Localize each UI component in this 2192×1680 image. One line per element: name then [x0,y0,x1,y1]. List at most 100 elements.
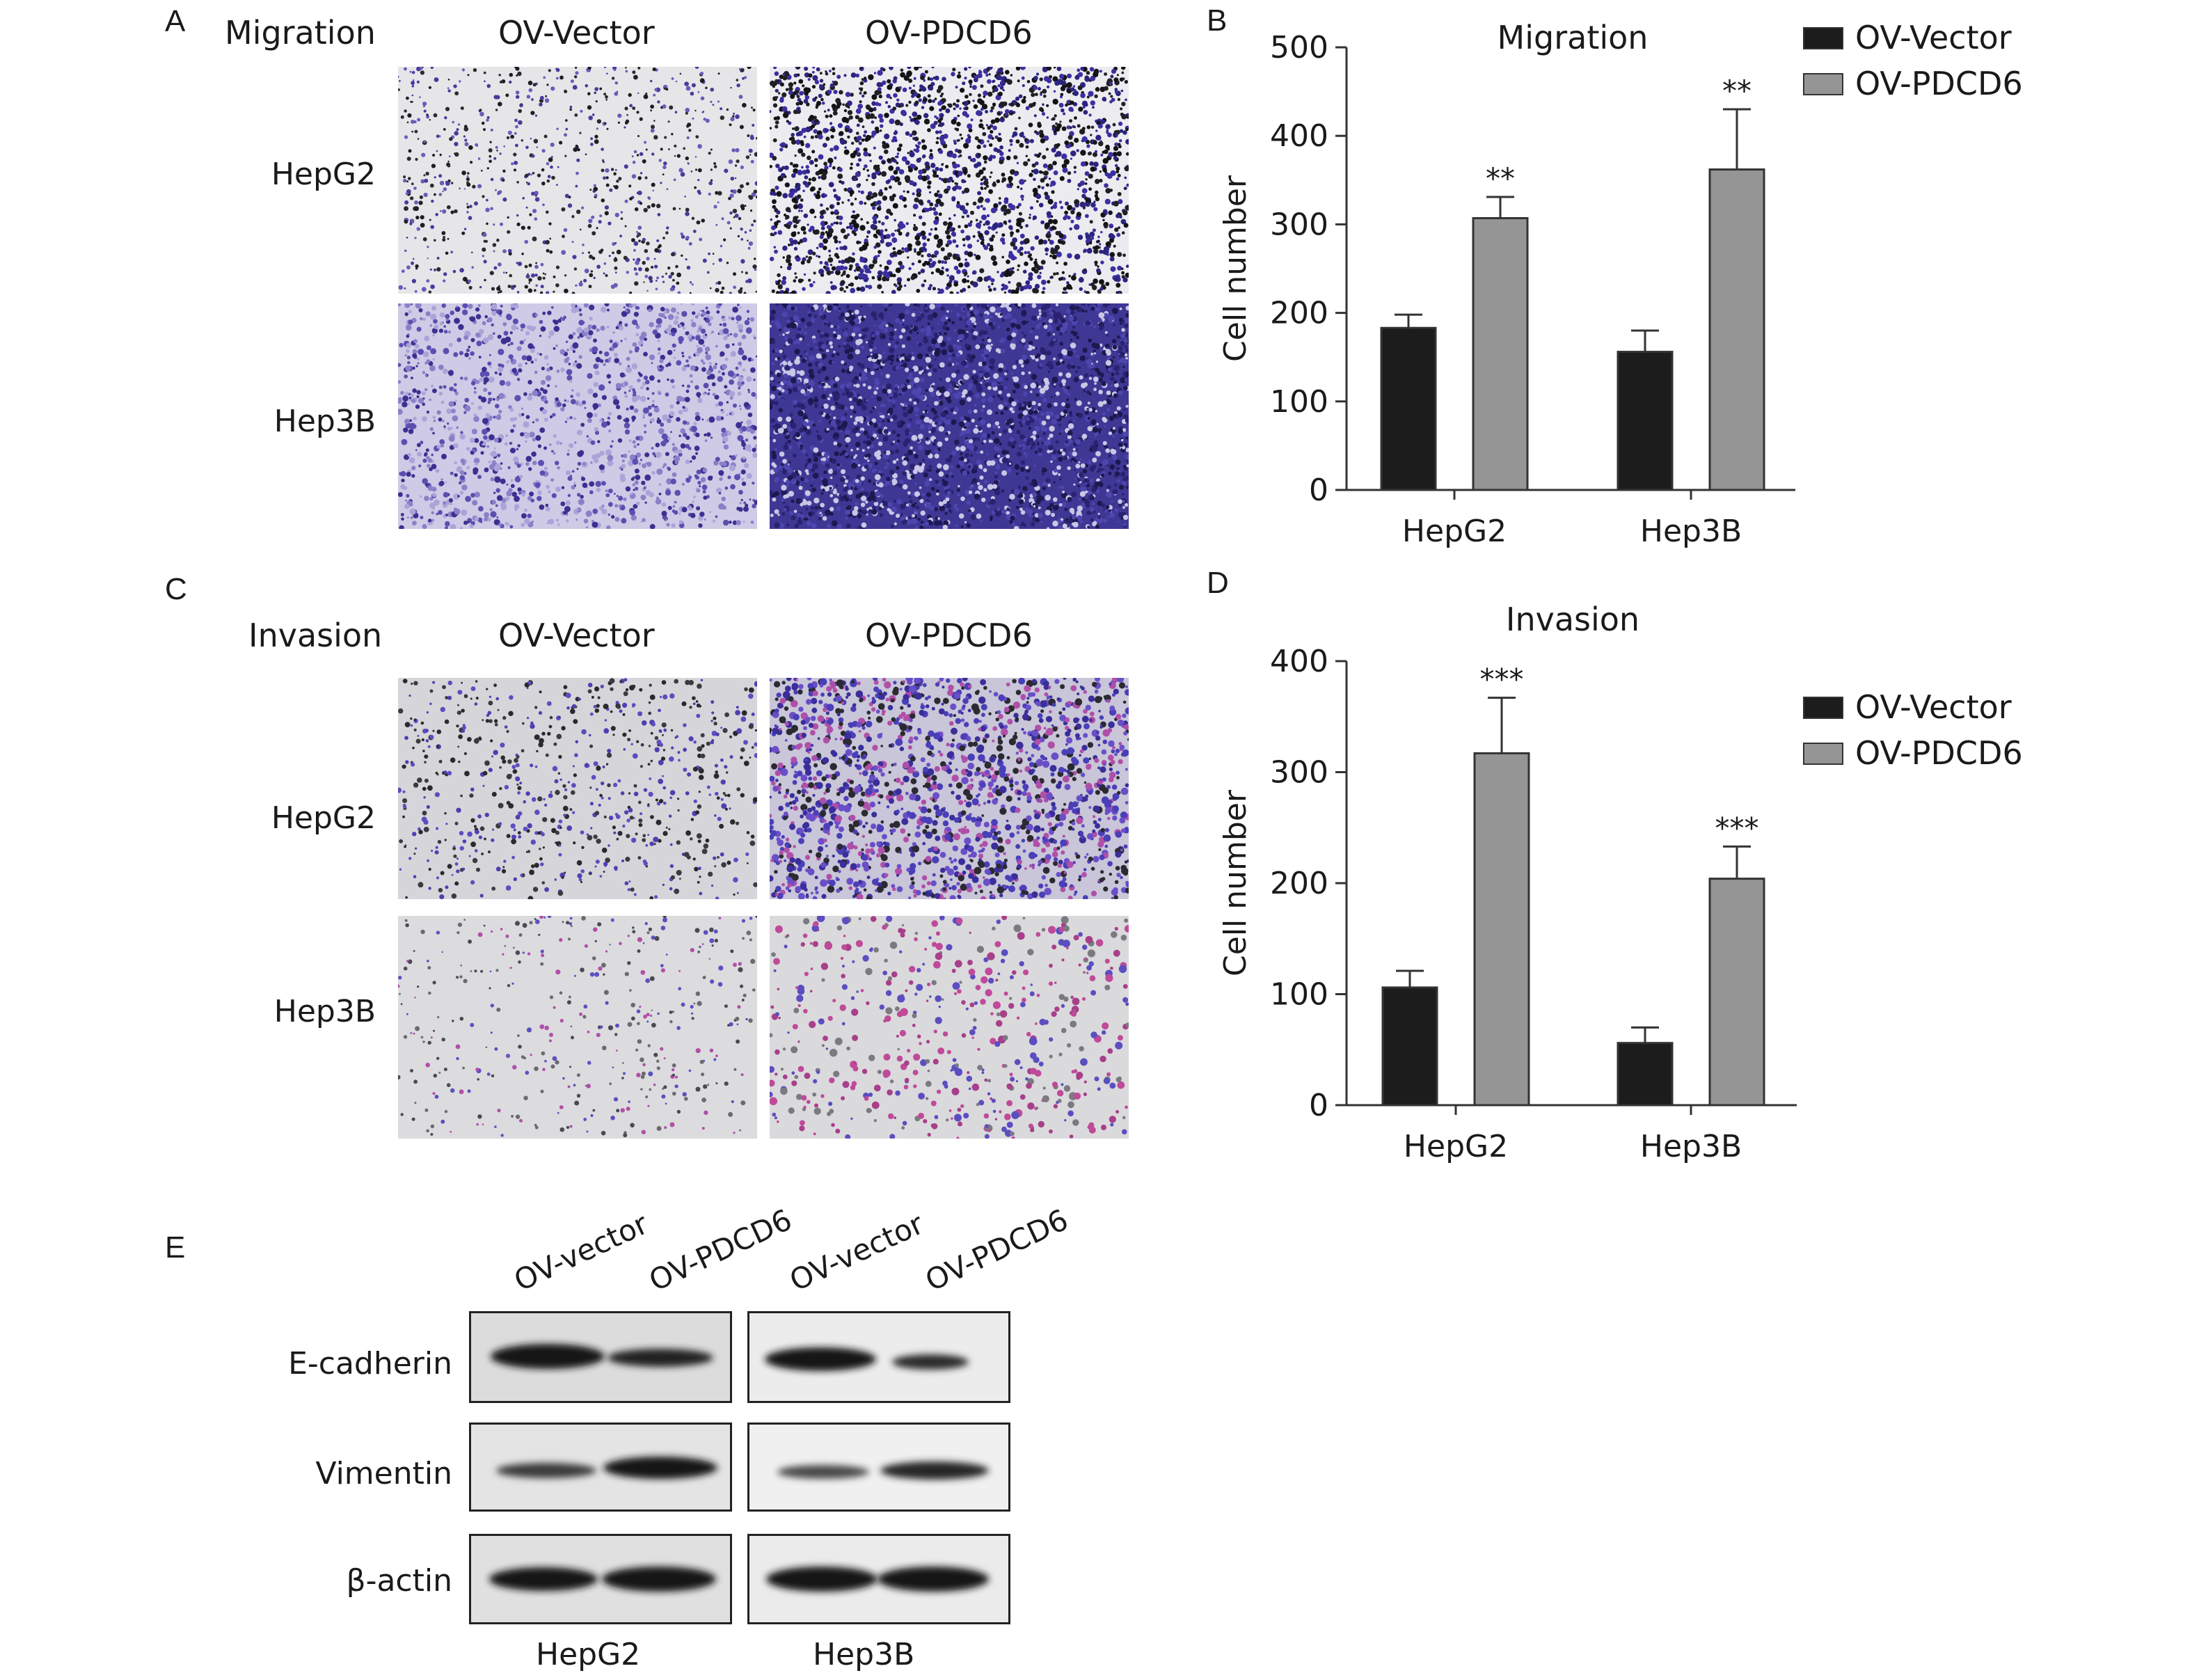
cell-speck [952,186,957,191]
cell-speck [814,79,820,85]
cell-speck [617,415,622,420]
cell-speck [1043,171,1049,176]
cell-speck [795,102,800,106]
cell-speck [534,217,538,221]
cell-speck [475,380,480,384]
cell-speck [929,202,934,207]
cell-speck [642,407,649,414]
cell-speck [1119,139,1122,143]
cell-speck [972,201,977,206]
cell-speck [1086,144,1090,148]
cell-speck [502,505,507,510]
cell-speck [454,152,456,154]
cell-speck [914,148,920,153]
cell-speck [1050,276,1054,279]
cell-speck [841,201,844,204]
cell-speck [726,262,729,264]
cell-speck [615,326,619,330]
cell-speck [489,463,495,470]
cell-speck [916,157,921,163]
cell-speck [829,122,833,125]
cell-speck [971,271,975,275]
cell-speck [555,344,558,347]
cell-speck [704,317,707,321]
cell-speck [516,346,522,351]
cell-speck [479,111,484,117]
cell-speck [534,482,541,489]
cell-speck [774,249,778,254]
cell-speck [872,259,877,264]
cell-speck [703,496,708,500]
cell-speck [648,308,652,312]
cell-speck [1081,188,1088,193]
cell-speck [727,370,734,377]
cell-speck [519,340,524,345]
cell-speck [722,372,725,376]
cell-speck [662,414,669,421]
cell-speck [606,525,611,529]
cell-speck [661,510,667,516]
cell-speck [733,216,736,219]
cell-speck [606,325,610,328]
cell-speck [693,496,696,498]
cell-speck [646,290,649,292]
cell-speck [1125,98,1127,102]
cell-speck [969,93,972,96]
cell-speck [844,146,847,149]
cell-speck [877,164,880,168]
cell-speck [456,426,459,429]
cell-speck [408,429,414,434]
cell-speck [660,313,665,318]
cell-speck [483,518,487,521]
cell-speck [668,360,672,363]
cell-speck [720,290,724,294]
cell-speck [567,449,570,452]
cell-speck [540,387,544,391]
cell-speck [793,279,797,283]
cell-speck [1061,271,1065,274]
cell-speck [1015,67,1021,71]
cell-speck [740,440,745,444]
cell-speck [633,267,637,271]
cell-speck [624,323,628,327]
cell-speck [482,195,485,198]
cell-speck [492,460,496,464]
cell-speck [507,344,510,347]
cell-speck [681,235,685,239]
cell-speck [741,381,745,385]
cell-speck [855,262,859,267]
cell-speck [879,264,882,267]
cell-speck [953,141,957,145]
cell-speck [438,364,444,370]
cell-speck [936,218,939,221]
cell-speck [448,155,451,157]
cell-speck [473,415,479,422]
cell-speck [1127,459,1129,463]
cell-speck [506,483,509,486]
cell-speck [702,490,706,494]
cell-speck [839,131,844,136]
cell-speck [793,81,797,85]
cell-speck [487,401,491,404]
cell-speck [1056,251,1062,257]
cell-speck [970,210,974,215]
cell-speck [495,309,500,314]
cell-speck [1067,253,1072,259]
cell-speck [747,412,753,418]
cell-speck [697,179,700,182]
cell-speck [704,518,706,521]
cell-speck [1099,70,1102,73]
cell-speck [614,266,618,270]
cell-speck [805,126,811,133]
cell-speck [886,274,891,279]
cell-speck [556,77,559,80]
cell-speck [502,322,507,326]
cell-speck [523,421,530,428]
cell-speck [668,274,672,279]
cell-speck [962,111,968,116]
cell-speck [782,424,788,429]
cell-speck [685,107,690,113]
cell-speck [778,392,782,396]
cell-speck [463,228,467,230]
cell-speck [582,462,586,466]
